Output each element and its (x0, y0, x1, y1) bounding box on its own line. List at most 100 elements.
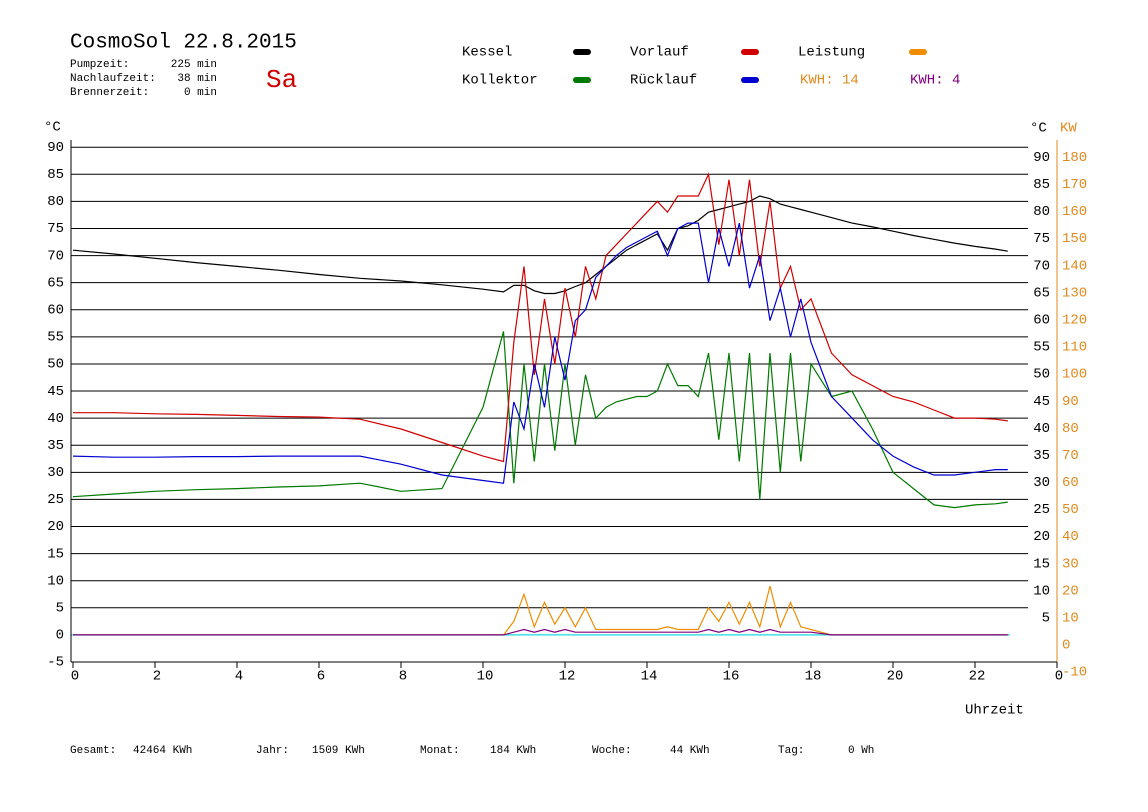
y2-tick-label: 160 (1062, 204, 1087, 220)
footer-value: 0 Wh (848, 745, 874, 757)
y-tick-label: 10 (47, 573, 64, 589)
series-line (73, 628, 1008, 636)
y-tick-label: 45 (47, 384, 64, 400)
x-tick-label: 12 (559, 669, 576, 685)
x-tick-label: 4 (235, 669, 243, 685)
y-right-tick-label: 85 (1033, 177, 1050, 193)
y-tick-label: 25 (47, 492, 64, 508)
y-right-tick-label: 65 (1033, 285, 1050, 301)
info-label: Brennerzeit: (70, 87, 149, 99)
y-right-tick-label: 30 (1033, 475, 1050, 491)
y2-tick-label: 180 (1062, 150, 1087, 166)
x-tick-label: 0 (1055, 669, 1063, 685)
footer-value: 42464 KWh (133, 745, 192, 757)
footer-label: Woche: (592, 745, 632, 757)
y-tick-label: 40 (47, 411, 64, 427)
y-right-tick-label: 75 (1033, 231, 1050, 247)
y2-tick-label: 150 (1062, 231, 1087, 247)
footer-label: Tag: (778, 745, 804, 757)
legend-label: Rücklauf (630, 73, 697, 89)
x-tick-label: 2 (153, 669, 161, 685)
y-tick-label: 55 (47, 330, 64, 346)
legend-label: Leistung (798, 45, 865, 61)
y2-tick-label: 70 (1062, 448, 1079, 464)
y2-unit-label: °C (1030, 121, 1047, 137)
x-tick-label: 14 (641, 669, 658, 685)
y-right-tick-label: 10 (1033, 583, 1050, 599)
y-right-tick-label: 70 (1033, 258, 1050, 274)
x-tick-label: 10 (477, 669, 494, 685)
info-label: Nachlaufzeit: (70, 73, 156, 85)
y-right-tick-label: 45 (1033, 394, 1050, 410)
footer-value: 1509 KWh (312, 745, 365, 757)
y2-tick-label: 20 (1062, 583, 1079, 599)
info-value: 225 min (171, 59, 217, 71)
y-right-tick-label: 15 (1033, 556, 1050, 572)
weekday: Sa (266, 65, 297, 95)
y2-tick-label: 130 (1062, 285, 1087, 301)
series-line (73, 172, 1008, 463)
kwh-label: KWH: 14 (800, 73, 859, 89)
y-right-tick-label: 55 (1033, 340, 1050, 356)
y2-tick-label: 110 (1062, 340, 1087, 356)
y-tick-label: 70 (47, 248, 64, 264)
legend-label: Kollektor (462, 73, 538, 89)
y2-tick-label: 50 (1062, 502, 1079, 518)
y-right-tick-label: 40 (1033, 421, 1050, 437)
footer-label: Monat: (420, 745, 460, 757)
y2-tick-label: 90 (1062, 394, 1079, 410)
info-value: 38 min (177, 73, 217, 85)
x-tick-label: 22 (969, 669, 986, 685)
y2-axis-label: KW (1060, 121, 1077, 137)
y-right-tick-label: 5 (1042, 611, 1050, 627)
footer-value: 184 KWh (490, 745, 536, 757)
info-label: Pumpzeit: (70, 59, 129, 71)
y-tick-label: 30 (47, 465, 64, 481)
series-line (72, 222, 1008, 484)
y2-tick-label: 60 (1062, 475, 1079, 491)
x-tick-label: 8 (399, 669, 407, 685)
y-right-tick-label: 80 (1033, 204, 1050, 220)
series-line (72, 195, 1008, 295)
x-tick-label: 6 (317, 669, 325, 685)
y-tick-label: 0 (56, 628, 64, 644)
legend-label: Vorlauf (630, 45, 689, 61)
footer-label: Gesamt: (70, 745, 116, 757)
x-axis-label: Uhrzeit (965, 703, 1024, 719)
y2-tick-label: -10 (1062, 665, 1087, 681)
series-line (73, 585, 1008, 636)
y-tick-label: 80 (47, 194, 64, 210)
y-axis-label: °C (44, 120, 61, 136)
y-right-tick-label: 20 (1033, 529, 1050, 545)
y-tick-label: 20 (47, 519, 64, 535)
y-right-tick-label: 35 (1033, 448, 1050, 464)
legend-label: Kessel (462, 45, 512, 61)
y-right-tick-label: 50 (1033, 367, 1050, 383)
footer-label: Jahr: (256, 745, 289, 757)
kwh-label: KWH: 4 (910, 73, 960, 89)
y-right-tick-label: 25 (1033, 502, 1050, 518)
y2-tick-label: 140 (1062, 258, 1087, 274)
y-right-tick-label: 90 (1033, 150, 1050, 166)
x-tick-label: 18 (805, 669, 822, 685)
y2-tick-label: 30 (1062, 556, 1079, 572)
y2-tick-label: 40 (1062, 529, 1079, 545)
y-tick-label: 75 (47, 221, 64, 237)
y-tick-label: 85 (47, 167, 64, 183)
y-tick-label: 50 (47, 357, 64, 373)
y2-tick-label: 100 (1062, 367, 1087, 383)
x-tick-label: 20 (887, 669, 904, 685)
y-tick-label: -5 (47, 655, 64, 671)
x-tick-label: 16 (723, 669, 740, 685)
y2-tick-label: 10 (1062, 611, 1079, 627)
series-line (72, 331, 1008, 509)
y2-tick-label: 0 (1062, 638, 1070, 654)
y-tick-label: 35 (47, 438, 64, 454)
y2-tick-label: 170 (1062, 177, 1087, 193)
y-tick-label: 65 (47, 275, 64, 291)
x-tick-label: 0 (71, 669, 79, 685)
y2-tick-label: 80 (1062, 421, 1079, 437)
y-tick-label: 15 (47, 546, 64, 562)
y-tick-label: 5 (56, 601, 64, 617)
